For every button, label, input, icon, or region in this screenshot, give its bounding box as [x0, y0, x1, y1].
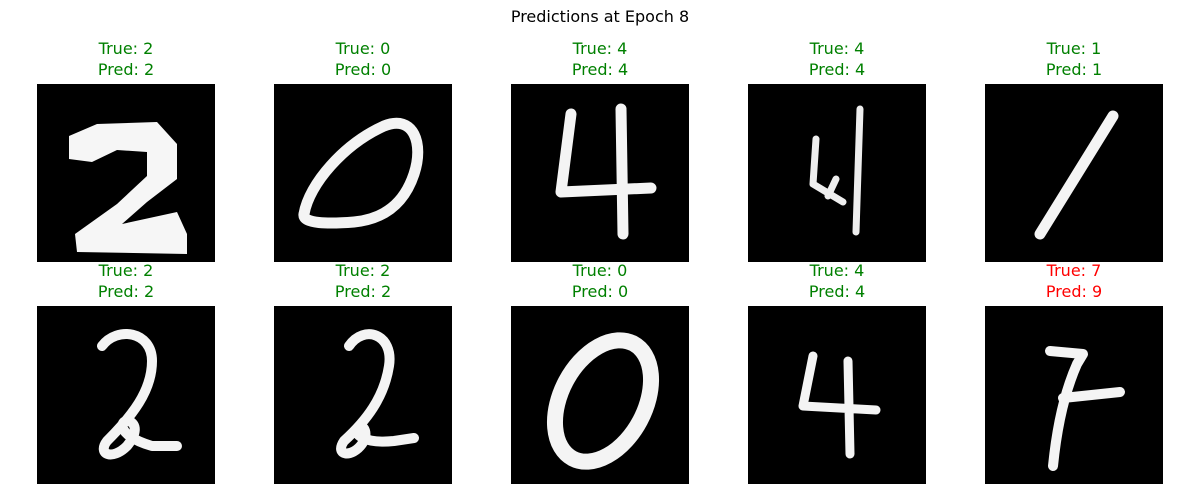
digit-4-icon: [798, 351, 881, 459]
pred-label: Pred: 4: [808, 60, 866, 79]
sample-panel: True: 4 Pred: 4: [511, 38, 689, 262]
pred-label: Pred: 4: [808, 282, 866, 301]
pred-label: Pred: 0: [334, 60, 392, 79]
pred-label: Pred: 1: [1045, 60, 1103, 79]
pred-label: Pred: 0: [571, 282, 629, 301]
sample-panel: True: 4 Pred: 4: [748, 38, 926, 262]
digit-image: [748, 306, 926, 484]
sample-panel: True: 0 Pred: 0: [511, 260, 689, 484]
true-label: True: 0: [572, 261, 628, 280]
digit-image: [511, 84, 689, 262]
sample-panel: True: 0 Pred: 0: [274, 38, 452, 262]
digit-2-loop-icon: [97, 329, 182, 460]
figure-title: Predictions at Epoch 8: [510, 7, 690, 26]
digit-image: [274, 84, 452, 262]
true-label: True: 7: [1046, 261, 1102, 280]
digit-image: [274, 306, 452, 484]
true-label: True: 0: [335, 39, 391, 58]
true-label: True: 2: [98, 39, 154, 58]
pred-label: Pred: 2: [334, 282, 392, 301]
digit-image: [985, 84, 1163, 262]
digit-2-loop-icon: [336, 329, 419, 459]
digit-0-icon: [546, 332, 660, 470]
sample-panel: True: 2 Pred: 2: [37, 260, 215, 484]
digit-image: [748, 84, 926, 262]
true-label: True: 2: [335, 261, 391, 280]
digit-image: [985, 306, 1163, 484]
true-label: True: 4: [809, 261, 865, 280]
pred-label: Pred: 4: [571, 60, 629, 79]
digit-7-icon: [1045, 346, 1125, 471]
sample-panel: True: 2 Pred: 2: [37, 38, 215, 262]
true-label: True: 4: [572, 39, 628, 58]
pred-label: Pred: 9: [1045, 282, 1103, 301]
sample-panel: True: 4 Pred: 4: [748, 260, 926, 484]
digit-image: [37, 306, 215, 484]
sample-panel: True: 2 Pred: 2: [274, 260, 452, 484]
true-label: True: 1: [1046, 39, 1102, 58]
true-label: True: 2: [98, 261, 154, 280]
true-label: True: 4: [809, 39, 865, 58]
pred-label: Pred: 2: [97, 282, 155, 301]
digit-4-thin-icon: [809, 105, 864, 236]
digit-4-icon: [555, 103, 657, 240]
digit-image: [511, 306, 689, 484]
digit-0-slanted-icon: [298, 118, 424, 229]
pred-label: Pred: 2: [97, 60, 155, 79]
sample-panel: True: 7 Pred: 9: [985, 260, 1163, 484]
sample-panel: True: 1 Pred: 1: [985, 38, 1163, 262]
digit-2-thick-icon: [69, 122, 187, 254]
digit-1-slanted-icon: [1034, 110, 1119, 240]
digit-image: [37, 84, 215, 262]
